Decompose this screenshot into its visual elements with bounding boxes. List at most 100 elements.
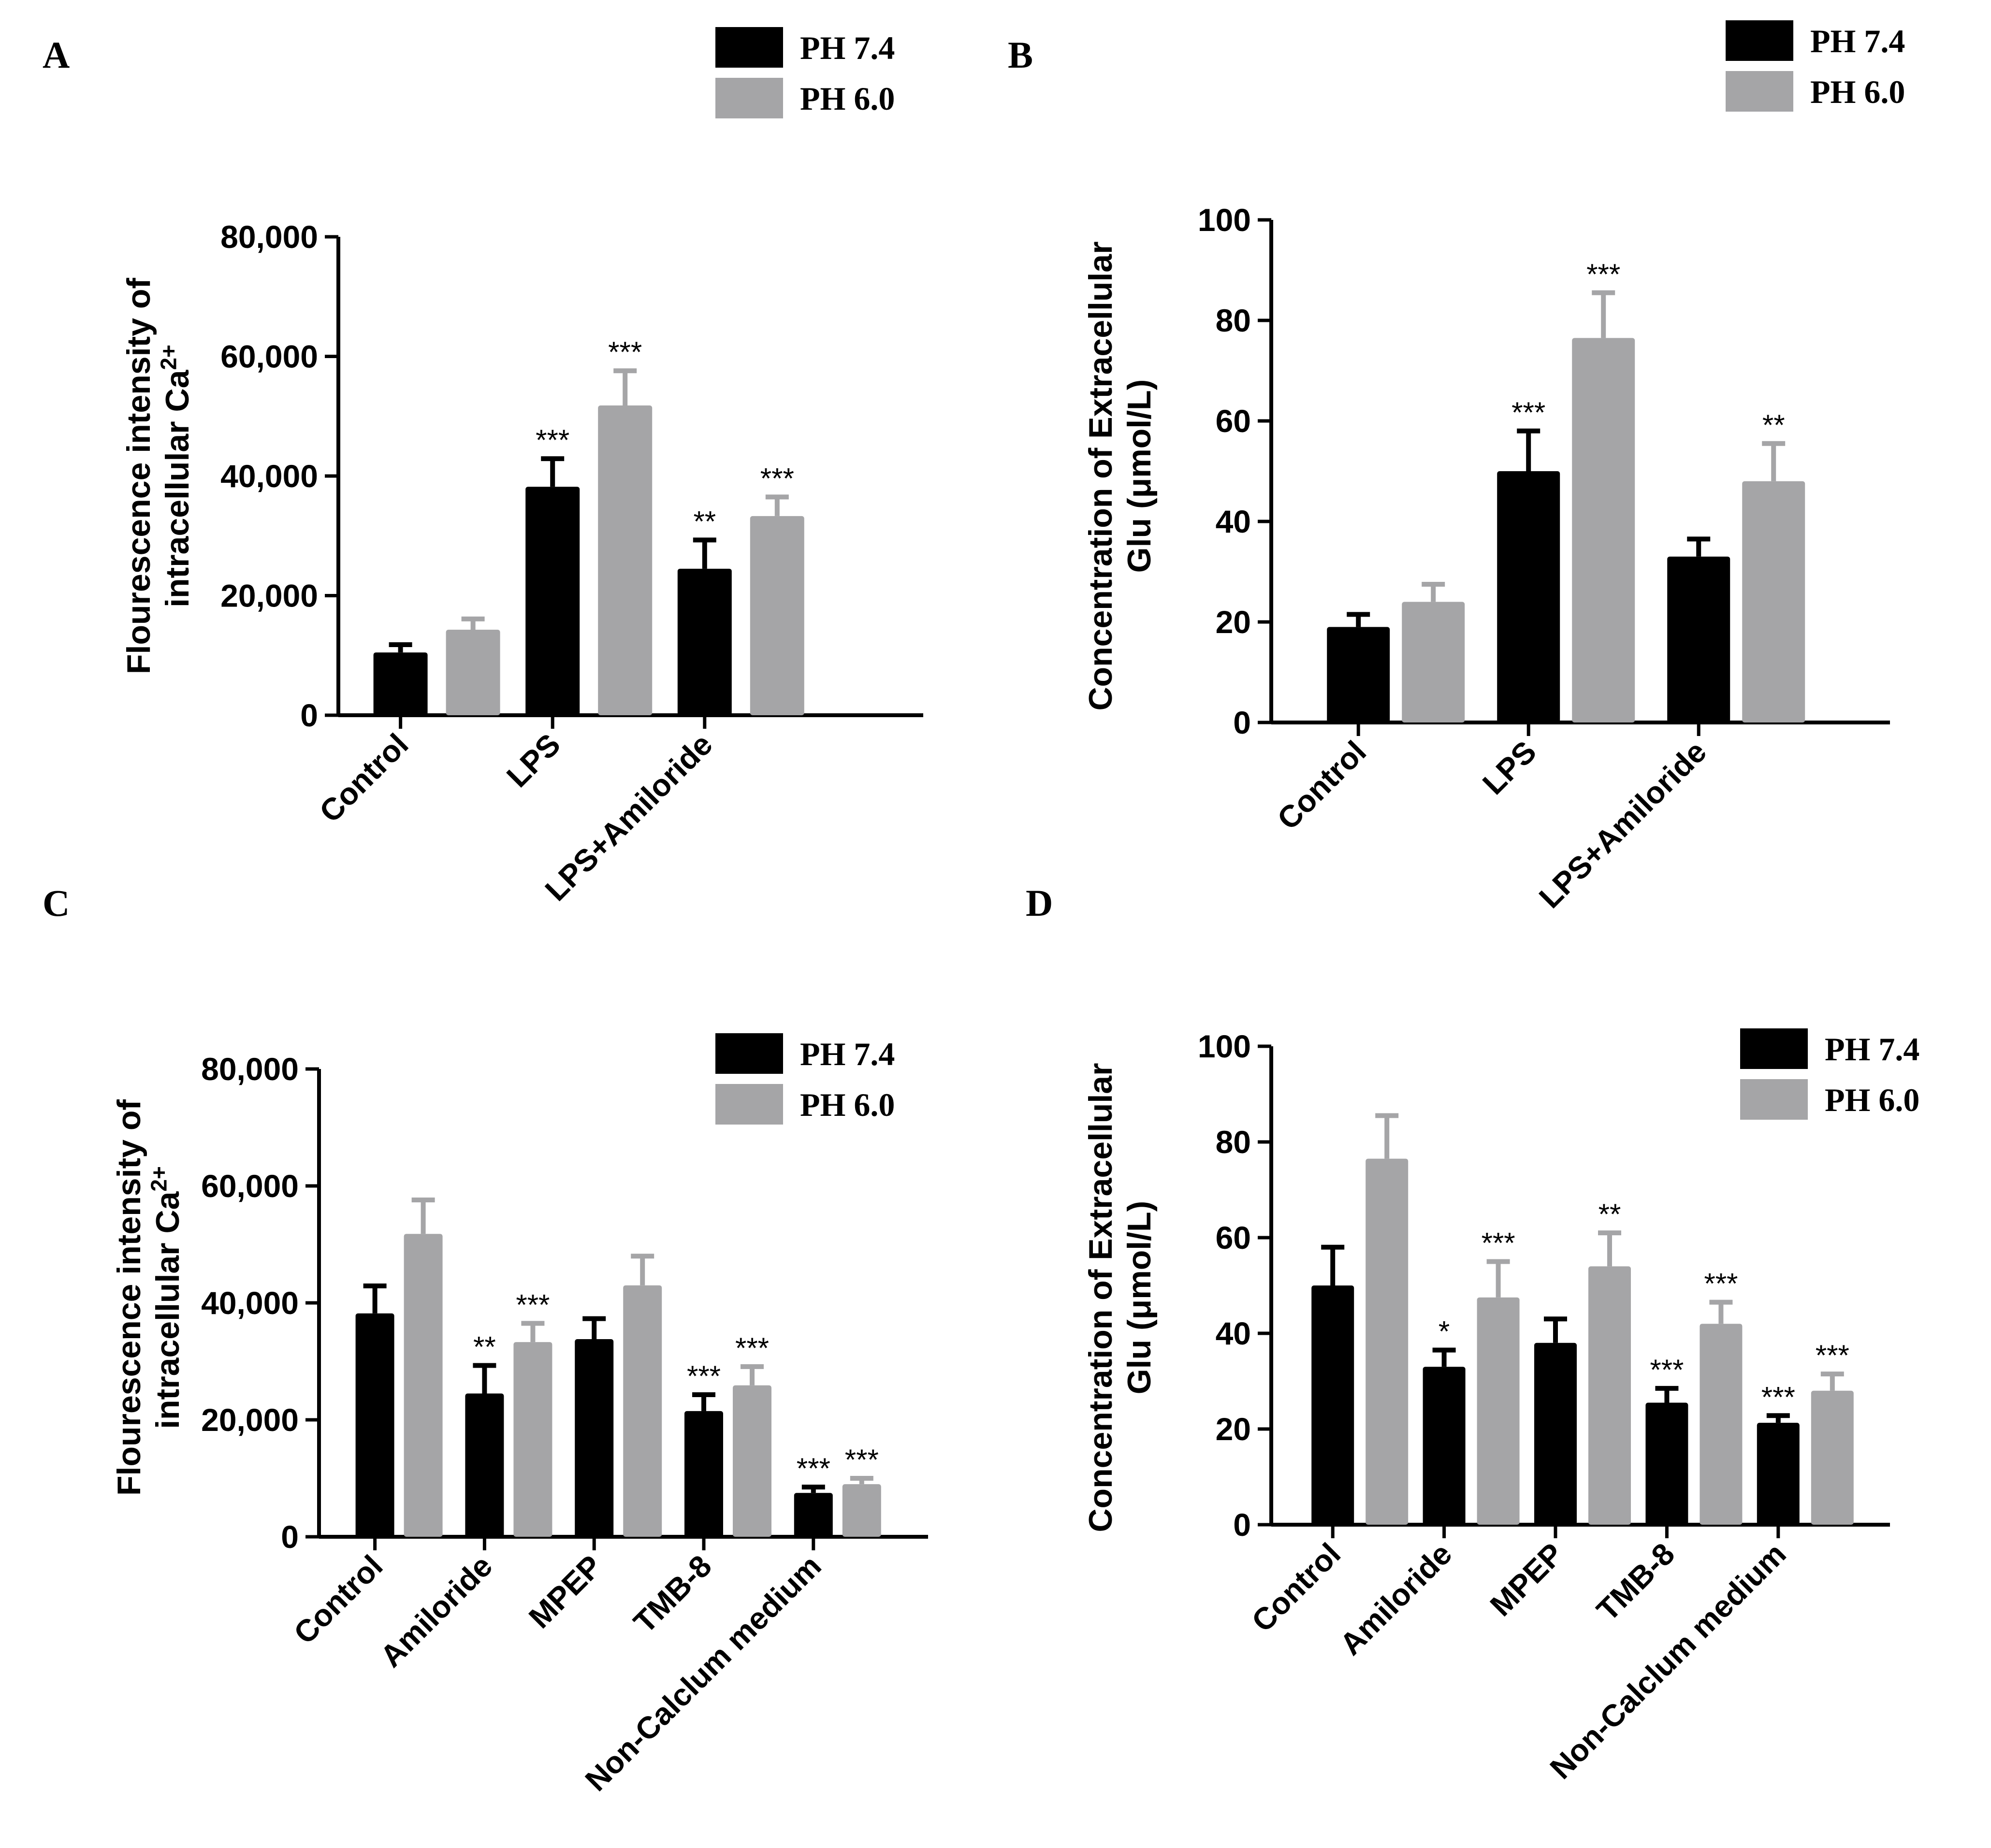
bar-ph74 (1534, 1343, 1577, 1525)
bar-ph74 (355, 1313, 394, 1537)
bar-ph74 (1645, 1402, 1688, 1525)
legend-swatch-ph60 (715, 78, 783, 118)
bar-ph74 (1423, 1367, 1466, 1525)
legend-label-ph60: PH 6.0 (1825, 1082, 1919, 1118)
y-tick-label: 0 (1233, 1507, 1251, 1543)
significance-mark-ph74: *** (536, 424, 569, 456)
y-axis-title-line2: intracellular Ca (159, 369, 196, 607)
panel-label: B (1008, 34, 1033, 76)
y-axis-title: Concentration of ExtracellularGlu (μmol/… (1082, 241, 1158, 710)
legend-label-ph74: PH 7.4 (800, 1036, 895, 1072)
legend-label-ph60: PH 6.0 (800, 80, 895, 117)
significance-mark-ph60: *** (516, 1288, 550, 1321)
y-axis-title-line1: Concentration of Extracellular (1082, 241, 1119, 710)
panel-label: C (43, 882, 70, 924)
y-tick-label: 20,000 (201, 1402, 299, 1438)
bar-ph74 (1497, 471, 1560, 722)
bar-ph60 (1477, 1297, 1520, 1525)
bar-ph74 (1757, 1423, 1800, 1525)
bar-ph74 (1667, 556, 1730, 722)
significance-mark-ph74: *** (797, 1452, 830, 1485)
significance-mark-ph60: *** (845, 1444, 879, 1476)
legend-swatch-ph60 (1740, 1079, 1808, 1120)
y-axis-title-line2: intracellular Ca (149, 1191, 186, 1429)
bar-ph74 (373, 652, 428, 715)
legend-label-ph60: PH 6.0 (1810, 73, 1905, 110)
bar-ph74 (794, 1493, 833, 1537)
bar-ph74 (677, 568, 732, 715)
y-tick-label: 0 (1233, 705, 1251, 740)
y-axis-title: Concentration of ExtracellularGlu (μmol/… (1082, 1063, 1158, 1532)
bar-ph60 (446, 630, 500, 715)
legend-swatch-ph74 (715, 1033, 783, 1074)
bar-ph60 (750, 516, 804, 715)
significance-mark-ph74: ** (473, 1330, 496, 1363)
panel-label: D (1026, 882, 1053, 924)
bar-ph60 (1366, 1158, 1409, 1525)
panel-a: A PH 7.4 PH 6.0 0 20,000 40,000 60,000 80,000 Fl… (0, 0, 996, 913)
y-tick-label: 0 (300, 697, 318, 733)
bar-ph60 (1811, 1390, 1854, 1525)
bar-ph60 (1588, 1266, 1631, 1525)
x-category-label: MPEP (522, 1548, 609, 1635)
y-tick-label: 80 (1216, 303, 1251, 338)
chart-a: A PH 7.4 PH 6.0 0 20,000 40,000 60,000 80,000 Fl… (43, 27, 923, 908)
x-category-label: Control (287, 1548, 390, 1651)
bar-ph60 (1700, 1324, 1743, 1525)
significance-mark-ph74: *** (1650, 1354, 1684, 1386)
y-tick-label: 100 (1198, 202, 1251, 238)
bar-ph60 (733, 1385, 771, 1537)
y-tick-label: 20,000 (220, 578, 318, 614)
bar-ph74 (525, 487, 580, 715)
bar-ph74 (465, 1393, 504, 1537)
y-tick-label: 100 (1198, 1028, 1251, 1064)
y-axis-title-superscript: 2+ (156, 345, 181, 370)
y-axis-title-line2: Glu (μmol/L) (1121, 379, 1158, 573)
x-category-label: LPS (500, 727, 567, 794)
panel-b: B PH 7.4 PH 6.0 0 20 40 60 80 100 Concentration o… (996, 0, 1991, 915)
y-axis-title-line1: Concentration of Extracellular (1082, 1063, 1119, 1532)
y-axis-title-line1: Flourescence intensity of (120, 278, 157, 674)
chart-b: B PH 7.4 PH 6.0 0 20 40 60 80 100 Concentration o… (1008, 20, 1905, 915)
significance-mark-ph60: *** (760, 462, 794, 494)
y-tick-label: 40 (1216, 504, 1251, 539)
x-category-label: TMB-8 (627, 1548, 718, 1640)
bar-ph60 (623, 1285, 662, 1537)
significance-mark-ph74: ** (693, 505, 716, 537)
significance-mark-ph60: *** (1704, 1268, 1738, 1300)
significance-mark-ph74: *** (687, 1360, 721, 1392)
legend-label-ph60: PH 6.0 (800, 1086, 895, 1123)
bar-ph60 (404, 1234, 443, 1537)
chart-c: C PH 7.4 PH 6.0 0 20,000 40,000 60,000 80,000 Fl… (43, 882, 928, 1798)
significance-mark-ph60: *** (1482, 1227, 1515, 1259)
legend-label-ph74: PH 7.4 (1825, 1031, 1919, 1068)
bar-ph60 (842, 1484, 881, 1537)
y-tick-label: 60,000 (201, 1168, 299, 1204)
y-tick-label: 80 (1216, 1124, 1251, 1160)
y-tick-label: 60 (1216, 403, 1251, 439)
significance-mark-ph60: *** (1816, 1339, 1849, 1372)
y-tick-label: 20 (1216, 1411, 1251, 1447)
significance-mark-ph74: * (1439, 1315, 1450, 1348)
y-tick-label: 20 (1216, 604, 1251, 640)
y-tick-label: 60,000 (220, 339, 318, 375)
y-tick-label: 80,000 (201, 1051, 299, 1087)
bar-ph60 (598, 405, 653, 715)
significance-mark-ph60: *** (1586, 258, 1620, 290)
x-category-label: Control (1245, 1536, 1347, 1639)
x-category-label: Control (313, 727, 415, 829)
y-tick-label: 40,000 (201, 1285, 299, 1321)
significance-mark-ph74: *** (1761, 1381, 1795, 1413)
legend-swatch-ph74 (1740, 1028, 1808, 1069)
x-category-label: LPS+Amiloride (1532, 734, 1713, 915)
bar-ph60 (513, 1342, 552, 1537)
bar-ph74 (684, 1411, 723, 1537)
bar-ph60 (1402, 602, 1465, 722)
significance-mark-ph60: *** (735, 1332, 769, 1364)
bar-ph74 (1311, 1285, 1354, 1525)
y-tick-label: 60 (1216, 1220, 1251, 1256)
bar-ph60 (1742, 481, 1805, 722)
bar-ph74 (575, 1339, 614, 1537)
y-tick-label: 40 (1216, 1315, 1251, 1351)
y-tick-label: 80,000 (220, 219, 318, 255)
